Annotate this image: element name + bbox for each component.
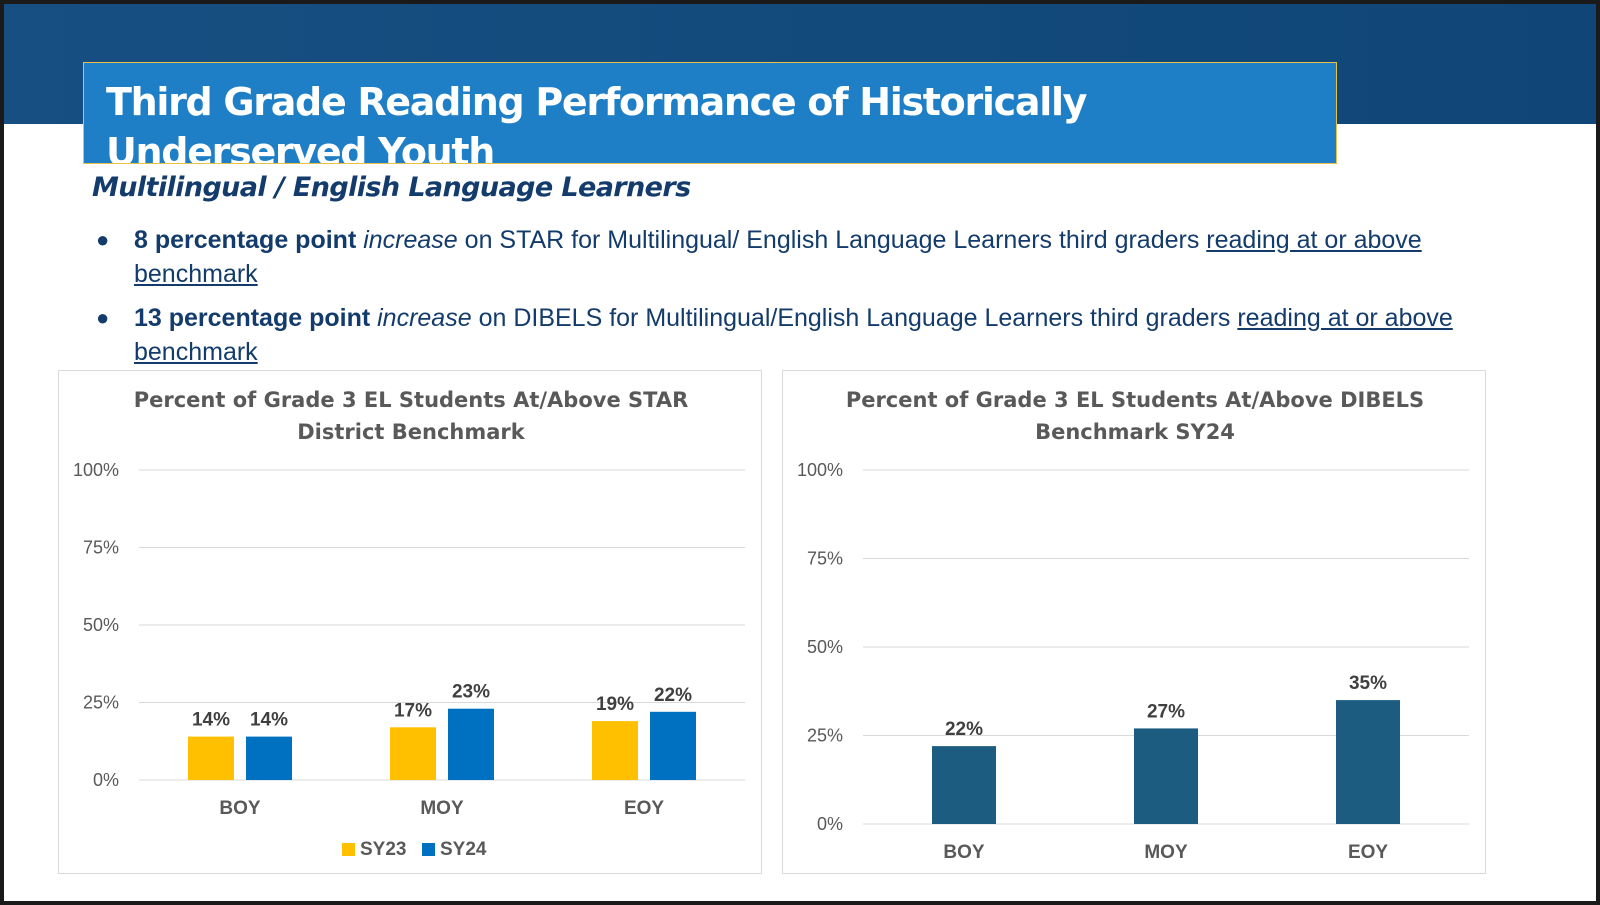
dibels-data-label: 27% <box>1147 701 1185 722</box>
bullet-bold: 13 percentage point <box>134 304 378 332</box>
bullet-text: 8 percentage point increase on STAR for … <box>134 223 1514 291</box>
bullet-text: 13 percentage point increase on DIBELS f… <box>134 301 1514 369</box>
star-bar <box>448 708 494 780</box>
star-bar <box>390 727 436 780</box>
dibels-title-line: Percent of Grade 3 EL Students At/Above … <box>846 388 1424 412</box>
star-category-label: MOY <box>420 798 464 819</box>
dibels-chart-svg: Percent of Grade 3 EL Students At/Above … <box>797 388 1469 863</box>
bullet-italic: increase <box>363 226 458 254</box>
star-data-label: 19% <box>596 694 634 715</box>
star-ytick-label: 75% <box>83 538 119 558</box>
star-chart-svg: Percent of Grade 3 EL Students At/Above … <box>73 388 745 860</box>
dibels-ytick-label: 0% <box>817 814 843 834</box>
star-data-label: 17% <box>394 700 432 721</box>
star-bar <box>650 711 696 780</box>
dibels-ytick-label: 50% <box>807 637 843 657</box>
star-bar <box>592 721 638 780</box>
slide-subtitle: Multilingual / English Language Learners <box>92 172 691 203</box>
dibels-category-label: MOY <box>1144 842 1188 863</box>
star-ytick-label: 100% <box>73 460 119 480</box>
star-data-label: 22% <box>654 685 692 706</box>
star-bar <box>188 736 234 780</box>
dibels-ytick-label: 100% <box>797 460 843 480</box>
bullet-underline: reading at or above benchmark <box>134 226 1422 288</box>
bullet-bold: 8 percentage point <box>134 226 364 254</box>
dibels-bar <box>1336 700 1400 824</box>
slide-title: Third Grade Reading Performance of Histo… <box>106 80 1087 164</box>
dibels-category-label: EOY <box>1348 842 1388 863</box>
star-title-line: District Benchmark <box>297 420 526 444</box>
star-legend-label: SY23 <box>360 839 406 860</box>
dibels-ytick-label: 75% <box>807 549 843 569</box>
dibels-chart: Percent of Grade 3 EL Students At/Above … <box>782 370 1486 874</box>
dibels-ytick-label: 25% <box>807 726 843 746</box>
star-category-label: BOY <box>219 798 261 819</box>
bullet-body: on STAR for Multilingual/ English Langua… <box>457 226 1207 254</box>
bullet-dot-icon: ● <box>96 305 110 330</box>
bullet-italic: increase <box>377 304 472 332</box>
star-ytick-label: 0% <box>93 770 119 790</box>
bullet-item-dibels: ● 13 percentage point increase on DIBELS… <box>96 301 1516 371</box>
bullet-dot-icon: ● <box>96 227 110 252</box>
bullet-body: on DIBELS for Multilingual/English Langu… <box>471 304 1238 332</box>
star-legend-label: SY24 <box>440 839 487 860</box>
dibels-bar <box>1134 728 1198 824</box>
dibels-data-label: 35% <box>1349 673 1387 694</box>
title-box: Third Grade Reading Performance of Histo… <box>83 62 1337 164</box>
dibels-bar <box>932 746 996 824</box>
star-title-line: Percent of Grade 3 EL Students At/Above … <box>134 388 689 412</box>
star-data-label: 14% <box>250 710 288 731</box>
dibels-title-line: Benchmark SY24 <box>1035 420 1235 444</box>
star-data-label: 14% <box>192 710 230 731</box>
star-legend-swatch <box>342 843 355 856</box>
star-ytick-label: 25% <box>83 693 119 713</box>
star-legend-swatch <box>422 843 435 856</box>
slide: Third Grade Reading Performance of Histo… <box>4 4 1596 901</box>
star-chart: Percent of Grade 3 EL Students At/Above … <box>58 370 762 874</box>
dibels-data-label: 22% <box>945 719 983 740</box>
bullet-underline: reading at or above benchmark <box>134 304 1453 366</box>
star-bar <box>246 736 292 780</box>
star-data-label: 23% <box>452 682 490 703</box>
bullet-item-star: ● 8 percentage point increase on STAR fo… <box>96 223 1516 293</box>
star-ytick-label: 50% <box>83 615 119 635</box>
star-category-label: EOY <box>624 798 664 819</box>
dibels-category-label: BOY <box>943 842 985 863</box>
